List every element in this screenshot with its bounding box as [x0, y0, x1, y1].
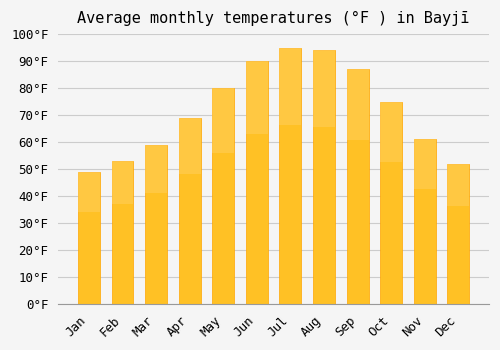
Bar	[178, 118, 201, 174]
Bar	[448, 164, 469, 206]
Bar	[380, 102, 402, 304]
Bar	[112, 161, 134, 204]
Bar	[178, 118, 201, 304]
Bar	[145, 145, 167, 193]
Bar	[78, 172, 100, 211]
Bar	[246, 61, 268, 134]
Bar	[380, 102, 402, 162]
Bar	[346, 69, 368, 140]
Bar	[112, 161, 134, 304]
Bar	[346, 69, 368, 304]
Bar	[246, 61, 268, 304]
Bar	[78, 172, 100, 304]
Bar	[212, 88, 234, 304]
Bar	[280, 48, 301, 125]
Title: Average monthly temperatures (°F ) in Bayjī: Average monthly temperatures (°F ) in Ba…	[78, 11, 470, 26]
Bar	[414, 139, 436, 189]
Bar	[448, 164, 469, 304]
Bar	[280, 48, 301, 304]
Bar	[145, 145, 167, 304]
Bar	[313, 50, 335, 126]
Bar	[414, 139, 436, 304]
Bar	[313, 50, 335, 304]
Bar	[212, 88, 234, 153]
